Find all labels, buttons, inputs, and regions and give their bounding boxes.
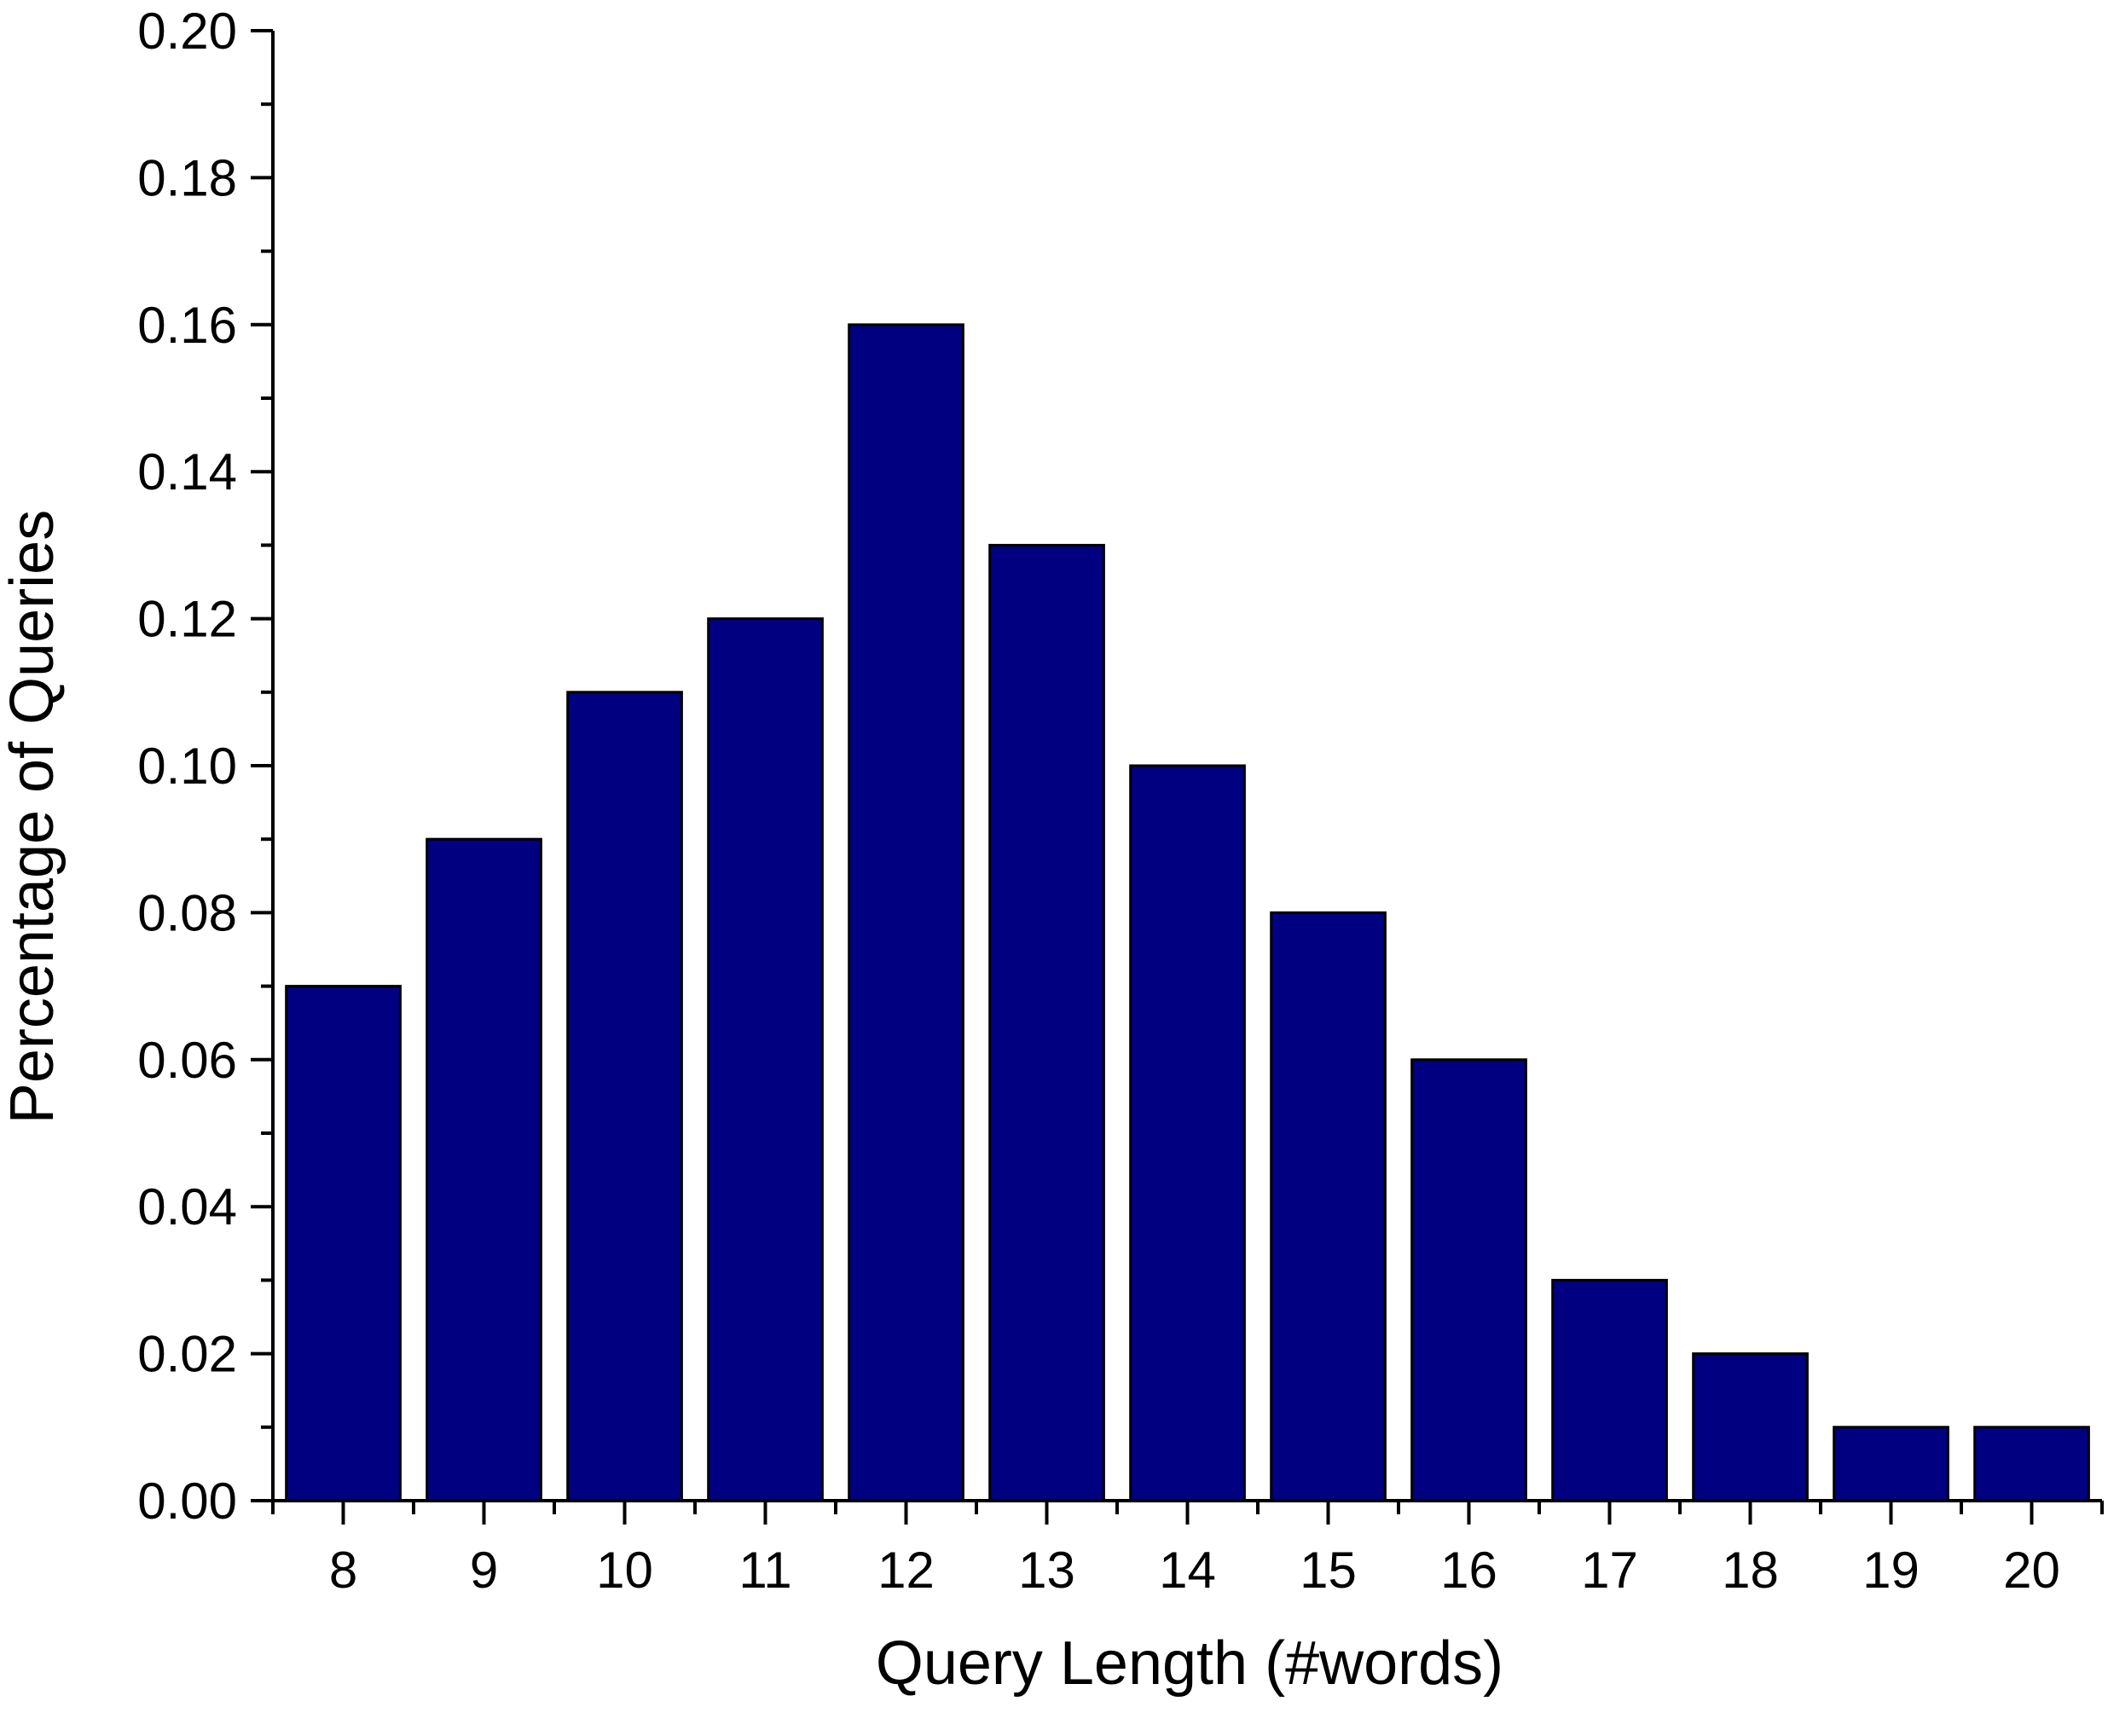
bar-18: [1692, 1352, 1809, 1502]
y-axis: 0.00 0.02 0.04 0.06 0.08 0.10 0.12 0.14 0.16 0.18…: [137, 3, 275, 1530]
bar-15: [1270, 911, 1387, 1502]
y-tick-label: 0.06: [137, 1032, 237, 1089]
x-tick-label: 20: [2003, 1542, 2060, 1599]
x-tick-label: 13: [1018, 1542, 1075, 1599]
bar-13: [988, 543, 1105, 1502]
x-tick-label: 17: [1581, 1542, 1638, 1599]
x-tick-label: 9: [470, 1542, 498, 1599]
x-tick-label: 11: [738, 1542, 791, 1599]
x-axis-title: Query Length (#words): [876, 1629, 1503, 1698]
bars-layer: [285, 323, 2090, 1502]
x-tick-label: 10: [596, 1542, 653, 1599]
x-tick-label: 16: [1440, 1542, 1497, 1599]
y-tick-label: 0.08: [137, 884, 237, 941]
bar-19: [1833, 1426, 1949, 1502]
x-axis: 8 9 10 11 12 13 14 15 16 17 18 19 20: [271, 1499, 2104, 1599]
y-tick-label: 0.20: [137, 3, 237, 60]
y-tick-label: 0.02: [137, 1326, 237, 1383]
bar-10: [566, 691, 683, 1502]
y-axis-title: Percentage of Queries: [0, 510, 67, 1124]
x-tick-label: 18: [1722, 1542, 1779, 1599]
bar-8: [285, 985, 402, 1502]
x-tick-label: 19: [1862, 1542, 1920, 1599]
y-tick-label: 0.14: [137, 443, 237, 501]
y-tick-label: 0.00: [137, 1473, 237, 1530]
bar-14: [1129, 764, 1246, 1502]
bar-16: [1410, 1058, 1527, 1502]
x-tick-label: 12: [877, 1542, 935, 1599]
bar-9: [426, 837, 542, 1502]
x-tick-label: 15: [1300, 1542, 1357, 1599]
bar-11: [707, 617, 824, 1502]
y-tick-label: 0.10: [137, 738, 237, 795]
x-tick-label: 14: [1159, 1542, 1216, 1599]
y-tick-label: 0.16: [137, 297, 237, 354]
y-tick-label: 0.04: [137, 1178, 237, 1235]
y-tick-label: 0.18: [137, 149, 237, 206]
bar-17: [1551, 1278, 1668, 1502]
y-tick-label: 0.12: [137, 591, 237, 648]
bar-12: [848, 323, 964, 1502]
bar-20: [1973, 1426, 2090, 1502]
x-tick-label: 8: [329, 1542, 357, 1599]
